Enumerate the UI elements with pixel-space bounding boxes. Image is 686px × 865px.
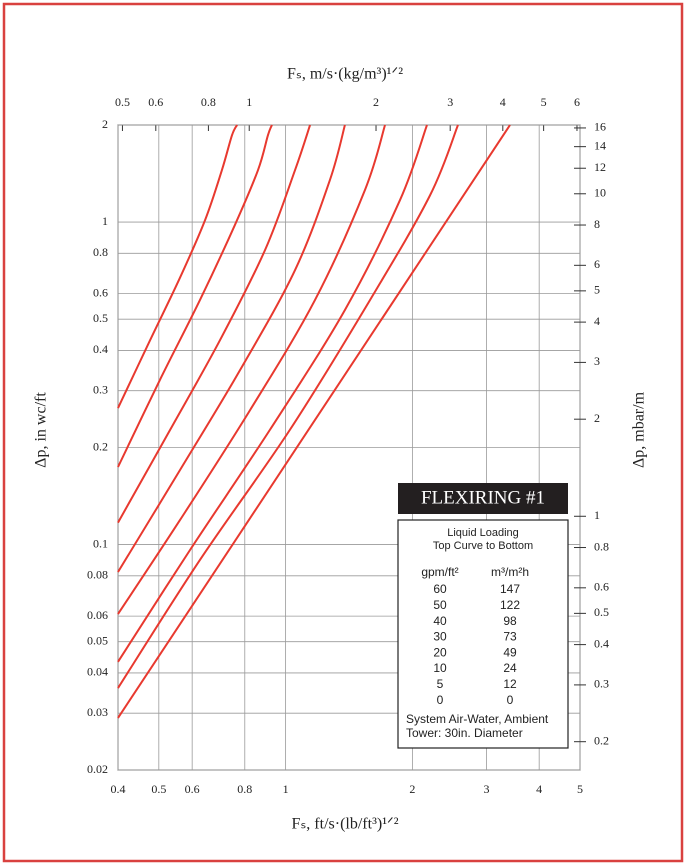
legend-cell: 30 (433, 630, 447, 644)
x-tick-label: 0.6 (185, 782, 200, 796)
x2-tick-label: 0.5 (115, 95, 130, 109)
curve (117, 124, 511, 719)
legend-cell: 122 (500, 598, 520, 612)
y2-tick-label: 0.8 (594, 539, 609, 553)
y2-tick-label: 16 (594, 120, 606, 134)
y-tick-label: 0.8 (93, 245, 108, 259)
y2-tick-label: 6 (594, 257, 600, 271)
x-tick-label: 4 (536, 782, 542, 796)
y2-tick-label: 2 (594, 411, 600, 425)
x2-tick-label: 0.8 (201, 95, 216, 109)
x-tick-label: 0.8 (237, 782, 252, 796)
y-tick-label: 0.02 (87, 762, 108, 776)
x-tick-label: 3 (484, 782, 490, 796)
y-tick-label: 0.08 (87, 568, 108, 582)
y2-tick-label: 0.4 (594, 636, 609, 650)
y-tick-label: 0.03 (87, 705, 108, 719)
y2-tick-label: 0.3 (594, 677, 609, 691)
legend-cell: 12 (503, 677, 517, 691)
legend-header (398, 483, 568, 514)
y-tick-label: 2 (102, 117, 108, 131)
y-tick-label: 0.4 (93, 342, 108, 356)
x-tick-label: 0.5 (151, 782, 166, 796)
y-tick-label: 0.3 (93, 382, 108, 396)
legend-title: FLEXIRING #1 (421, 487, 545, 508)
y2-tick-label: 12 (594, 160, 606, 174)
legend-cell: 147 (500, 582, 520, 596)
legend-cell: 49 (503, 645, 517, 659)
x2-tick-label: 6 (574, 95, 580, 109)
y2-tick-label: 8 (594, 217, 600, 231)
legend-cell: 20 (433, 645, 447, 659)
y2-tick-label: 1 (594, 508, 600, 522)
y2-tick-label: 10 (594, 186, 606, 200)
x2-tick-label: 4 (500, 95, 506, 109)
y-tick-label: 0.04 (87, 665, 108, 679)
legend-note: Tower: 30in. Diameter (406, 726, 523, 740)
x2-tick-label: 2 (373, 95, 379, 109)
legend-cell: 24 (503, 661, 517, 675)
curve (117, 124, 312, 524)
x2-tick-label: 5 (541, 95, 547, 109)
curve (117, 124, 238, 409)
legend-cell: 0 (507, 693, 514, 707)
legend-cell: 40 (433, 614, 447, 628)
curve (117, 124, 459, 689)
y2-axis-title: Δp, mbar/m (631, 391, 648, 468)
legend-line: Top Curve to Bottom (433, 540, 533, 552)
y2-tick-label: 0.6 (594, 580, 609, 594)
x-tick-label: 0.4 (111, 782, 126, 796)
curve (117, 124, 386, 615)
x-tick-label: 1 (283, 782, 289, 796)
legend-note: System Air-Water, Ambient (406, 712, 549, 726)
y-axis-title: Δp, in wc/ft (33, 392, 50, 468)
x-axis-title: Fₛ, ft/s·(lb/ft³)¹ᐟ² (291, 816, 398, 833)
legend-cell: 0 (437, 693, 444, 707)
x2-tick-label: 0.6 (148, 95, 163, 109)
y-tick-label: 0.2 (93, 439, 108, 453)
legend-column: gpm/ft² (421, 565, 458, 579)
curve (117, 124, 428, 663)
legend-cell: 60 (433, 582, 447, 596)
legend-box (397, 519, 569, 749)
legend-cell: 73 (503, 630, 517, 644)
y-tick-label: 0.6 (93, 285, 108, 299)
y2-tick-label: 0.5 (594, 605, 609, 619)
y-tick-label: 1 (102, 214, 108, 228)
x2-axis-title: Fₛ, m/s·(kg/m³)¹ᐟ² (287, 66, 403, 83)
y-tick-label: 0.05 (87, 633, 108, 647)
x-tick-label: 2 (409, 782, 415, 796)
y-tick-label: 0.1 (93, 536, 108, 550)
x-tick-label: 5 (577, 782, 583, 796)
legend-line: Liquid Loading (447, 527, 519, 539)
legend-cell: 98 (503, 614, 517, 628)
curve (117, 124, 273, 468)
legend-cell: 5 (437, 677, 444, 691)
y-tick-label: 0.06 (87, 608, 108, 622)
legend-column: m³/m²h (491, 565, 529, 579)
legend-cell: 10 (433, 661, 447, 675)
y-tick-label: 0.5 (93, 311, 108, 325)
y2-tick-label: 14 (594, 138, 606, 152)
y2-tick-label: 5 (594, 283, 600, 297)
x2-tick-label: 1 (246, 95, 252, 109)
x2-tick-label: 3 (447, 95, 453, 109)
curve (117, 124, 346, 573)
y2-tick-label: 3 (594, 354, 600, 368)
y2-tick-label: 0.2 (594, 733, 609, 747)
y2-tick-label: 4 (594, 314, 600, 328)
legend-cell: 50 (433, 598, 447, 612)
